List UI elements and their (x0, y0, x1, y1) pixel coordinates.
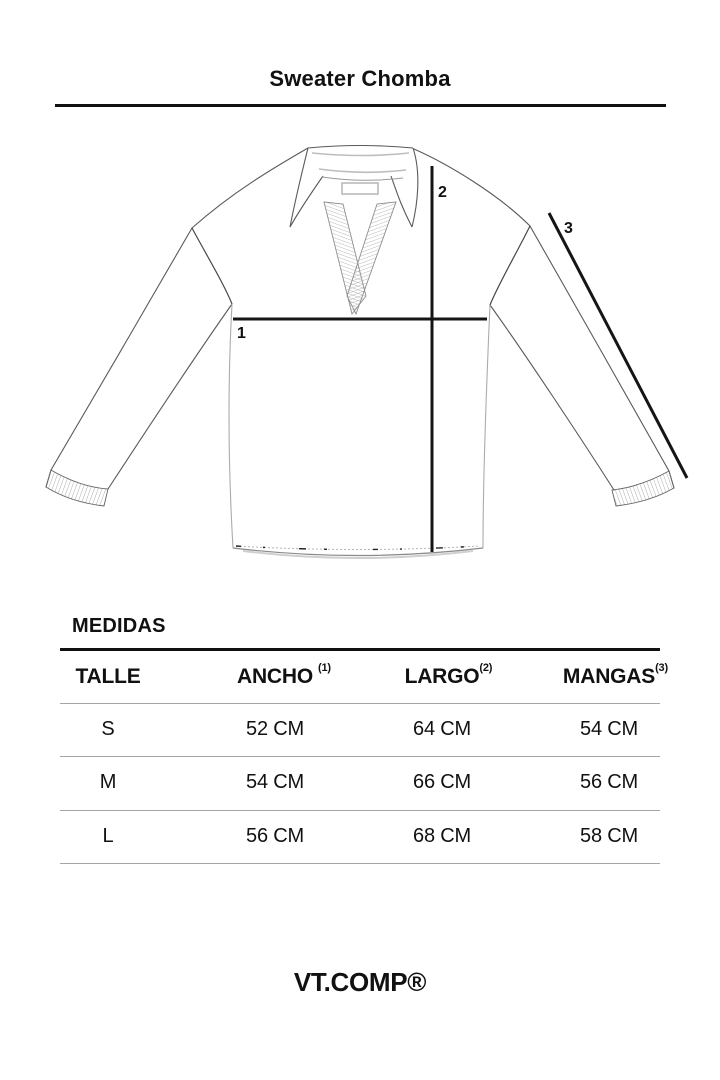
column-header-largo-label: LARGO (404, 665, 480, 688)
body-outline (228, 303, 491, 549)
table-row-l: L 56 CM 68 CM 58 CM (0, 810, 720, 863)
cell-ancho: 56 CM (246, 825, 304, 847)
hem-curve (232, 547, 484, 557)
cell-mangas: 54 CM (580, 718, 638, 740)
cell-size: M (99, 771, 117, 793)
column-header-mangas-label: MANGAS (562, 665, 656, 688)
cell-largo: 68 CM (413, 825, 471, 847)
table-rule (60, 810, 660, 811)
hem-shadow (242, 550, 474, 559)
table-row-s: S 52 CM 64 CM 54 CM (0, 703, 720, 756)
page-title: Sweater Chomba (269, 66, 451, 91)
collar-stand-line (321, 176, 404, 181)
cuffs (45, 469, 675, 507)
brand-footer: VT.COMP® (293, 967, 427, 997)
column-header-mangas-sup: (3) (655, 662, 668, 674)
marker-label-1: 1 (237, 325, 246, 342)
column-header-ancho-sup: (1) (318, 662, 331, 674)
armhole-seams (191, 225, 531, 306)
cell-mangas: 58 CM (580, 825, 638, 847)
column-header-mangas: MANGAS (3) (562, 650, 668, 703)
hem-stitch-dotted (235, 545, 481, 550)
column-header-talle: TALLE (75, 650, 140, 703)
placket (323, 201, 397, 316)
garment-outline (45, 147, 675, 491)
placket-right-band (346, 201, 397, 316)
marker-label-2: 2 (438, 184, 447, 201)
cell-size: S (101, 718, 115, 740)
measure-line-mangas (547, 212, 689, 479)
title-rule (55, 104, 666, 107)
table-rule (60, 863, 660, 864)
column-header-talle-label: TALLE (75, 665, 141, 688)
table-rule (60, 756, 660, 757)
left-cuff (45, 469, 109, 507)
measurement-lines (233, 166, 689, 552)
collar-back-seams (311, 152, 410, 174)
column-header-largo: LARGO (2) (404, 650, 493, 703)
cell-ancho: 54 CM (246, 771, 304, 793)
neck-label (341, 182, 379, 195)
sweater-flat-sketch: 1 2 3 (45, 144, 689, 559)
table-top-rule (60, 648, 660, 651)
table-row-m: M 54 CM 66 CM 56 CM (0, 756, 720, 809)
cell-largo: 66 CM (413, 771, 471, 793)
column-header-ancho: ANCHO (1) (237, 650, 331, 703)
column-header-ancho-label: ANCHO (237, 665, 313, 688)
cell-largo: 64 CM (413, 718, 471, 740)
cell-ancho: 52 CM (246, 718, 304, 740)
right-cuff (611, 470, 675, 507)
collar (289, 144, 419, 228)
column-header-largo-sup: (2) (479, 662, 493, 674)
marker-label-3: 3 (564, 220, 573, 237)
cell-size: L (102, 825, 114, 847)
table-rule (60, 703, 660, 704)
cell-mangas: 56 CM (580, 771, 638, 793)
measures-heading: MEDIDAS (72, 615, 166, 637)
table-header-row: TALLE ANCHO (1) LARGO (2) MANGAS (3) (0, 650, 720, 703)
